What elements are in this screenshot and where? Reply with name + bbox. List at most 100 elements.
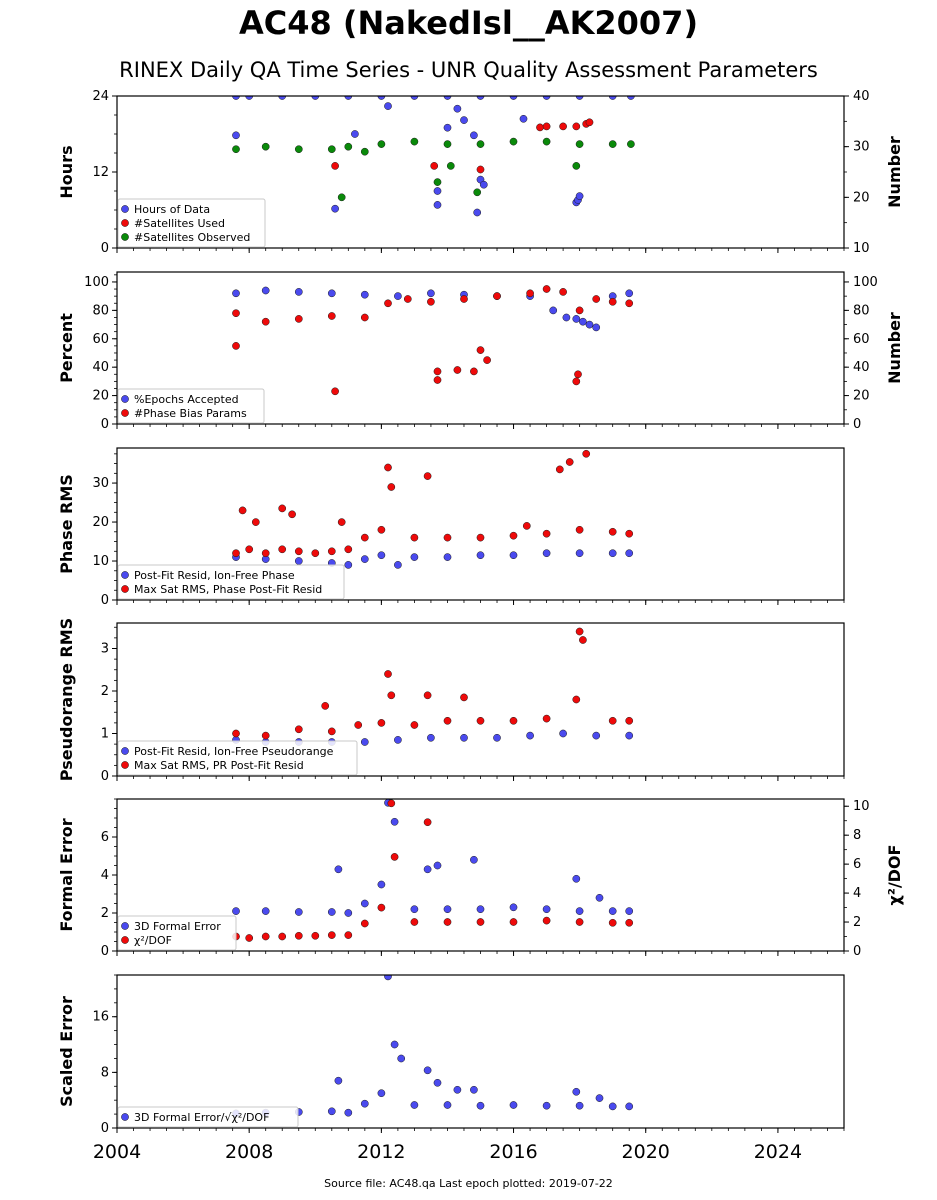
data-point-pseudorange_rms-s0 xyxy=(625,731,634,740)
y2-tick-label: 100 xyxy=(853,275,878,290)
data-point-phase_rms-s0 xyxy=(625,549,634,558)
data-point-scaled_error-s0 xyxy=(397,1054,406,1063)
data-point-hours-s0 xyxy=(433,187,442,195)
y2-tick-label: 20 xyxy=(853,389,870,404)
data-point-hours-s0 xyxy=(433,201,442,209)
y-axis-label: Percent xyxy=(57,313,76,383)
data-point-phase_rms-s0 xyxy=(377,551,386,560)
data-point-formal_error-s0 xyxy=(625,907,634,915)
data-point-phase_rms-s1 xyxy=(476,533,485,542)
legend: %Epochs Accepted#Phase Bias Params xyxy=(117,388,265,424)
y-axis-label: Scaled Error xyxy=(57,996,76,1107)
data-point-scaled_error-s0 xyxy=(542,1101,551,1110)
legend-marker xyxy=(121,1113,129,1121)
data-point-percent-s1 xyxy=(403,295,412,303)
data-point-phase_rms-s0 xyxy=(509,551,518,560)
data-point-scaled_error-s0 xyxy=(608,1102,617,1111)
data-point-scaled_error-s0 xyxy=(575,1101,584,1110)
data-point-pseudorange_rms-s1 xyxy=(608,716,617,725)
y-tick-label: 2 xyxy=(101,684,109,699)
data-point-hours-s1 xyxy=(542,122,551,131)
data-point-percent-s1 xyxy=(261,317,270,326)
data-point-formal_error-s1 xyxy=(390,853,399,861)
data-point-percent-s1 xyxy=(470,367,478,376)
data-point-scaled_error-s0 xyxy=(470,1085,478,1094)
y-tick-label: 100 xyxy=(84,275,109,290)
legend-box xyxy=(117,740,358,776)
data-points xyxy=(232,975,634,1118)
data-point-hours-s0 xyxy=(479,180,488,189)
data-point-percent-s0 xyxy=(294,288,303,296)
y-tick-label: 60 xyxy=(92,332,109,347)
data-point-hours-s0 xyxy=(453,104,462,113)
data-point-pseudorange_rms-s0 xyxy=(460,733,468,742)
data-point-scaled_error-s0 xyxy=(360,1099,369,1108)
data-point-formal_error-s0 xyxy=(327,908,336,916)
panel-scaled-error: 0 8 16 Scaled Error 2004 2008 2012 2016 2020 2024… xyxy=(57,974,845,1163)
data-point-pseudorange_rms-s1 xyxy=(384,670,392,678)
y2-tick-label: 40 xyxy=(853,89,870,104)
data-point-phase_rms-s0 xyxy=(344,561,353,569)
data-point-percent-s0 xyxy=(562,313,571,322)
data-point-hours-s1 xyxy=(559,122,567,131)
data-point-pseudorange_rms-s0 xyxy=(493,733,501,742)
data-point-percent-s1 xyxy=(331,387,339,396)
data-point-percent-s1 xyxy=(232,309,240,318)
data-point-pseudorange_rms-s1 xyxy=(232,729,240,738)
data-points xyxy=(232,449,634,569)
data-point-scaled_error-s0 xyxy=(410,1101,419,1109)
data-point-percent-s1 xyxy=(384,299,392,308)
data-point-phase_rms-s0 xyxy=(394,561,402,569)
data-point-phase_rms-s1 xyxy=(311,549,320,558)
data-point-percent-s1 xyxy=(433,376,442,384)
data-point-phase_rms-s0 xyxy=(575,549,584,558)
data-point-percent-s0 xyxy=(572,315,581,323)
data-point-formal_error-s0 xyxy=(334,865,343,874)
data-point-pseudorange_rms-s1 xyxy=(579,636,587,644)
data-point-percent-s1 xyxy=(493,292,501,300)
y-axis-label: Phase RMS xyxy=(57,474,76,574)
data-point-phase_rms-s0 xyxy=(294,557,303,565)
data-point-pseudorange_rms-s1 xyxy=(327,727,336,736)
data-point-phase_rms-s1 xyxy=(251,518,260,526)
data-point-scaled_error-s0 xyxy=(572,1087,581,1096)
data-point-formal_error-s0 xyxy=(261,907,270,915)
legend-label: #Satellites Observed xyxy=(134,231,250,244)
data-point-phase_rms-s1 xyxy=(387,483,396,491)
data-point-formal_error-s1 xyxy=(387,799,396,808)
legend-marker xyxy=(121,571,129,579)
data-point-pseudorange_rms-s0 xyxy=(592,731,601,740)
y-tick-label: 16 xyxy=(92,1010,109,1025)
legend-marker xyxy=(121,936,129,944)
data-point-percent-s0 xyxy=(579,317,587,326)
y-tick-label: 24 xyxy=(92,89,109,104)
y-tick-label: 0 xyxy=(101,593,109,608)
data-point-scaled_error-s0 xyxy=(423,1066,432,1075)
data-point-hours-s0 xyxy=(470,131,478,140)
data-point-pseudorange_rms-s1 xyxy=(294,725,303,734)
data-point-pseudorange_rms-s1 xyxy=(410,721,419,729)
data-point-formal_error-s1 xyxy=(410,918,419,926)
data-point-pseudorange_rms-s1 xyxy=(261,731,270,740)
data-point-scaled_error-s0 xyxy=(334,1076,343,1085)
data-point-hours-s2 xyxy=(608,140,617,148)
y2-tick-label: 40 xyxy=(853,360,870,375)
data-point-phase_rms-s1 xyxy=(582,449,591,458)
y2-axis-label: Number xyxy=(885,136,904,208)
data-point-phase_rms-s1 xyxy=(575,525,584,534)
data-point-formal_error-s0 xyxy=(476,905,485,914)
data-point-hours-s1 xyxy=(572,122,581,131)
y2-tick-label: 30 xyxy=(853,140,870,155)
y2-tick-label: 10 xyxy=(853,241,870,256)
data-point-scaled_error-s0 xyxy=(327,1107,336,1116)
data-point-phase_rms-s1 xyxy=(261,549,270,558)
data-point-phase_rms-s1 xyxy=(344,545,353,554)
data-point-formal_error-s0 xyxy=(542,905,551,914)
data-point-formal_error-s1 xyxy=(608,918,617,927)
data-point-formal_error-s1 xyxy=(261,932,270,941)
y-tick-label: 80 xyxy=(92,303,109,318)
data-point-percent-s1 xyxy=(294,315,303,323)
data-point-percent-s0 xyxy=(360,290,369,299)
